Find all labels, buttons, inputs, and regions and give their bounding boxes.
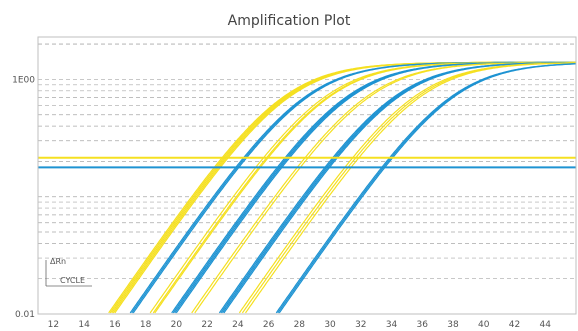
x-tick-label: 16 — [109, 320, 121, 330]
amplification-curve-blue — [175, 61, 576, 314]
x-tick-label: 26 — [263, 320, 275, 330]
amplification-curve-blue — [223, 62, 576, 314]
y-tick-label: 0.01 — [15, 310, 35, 320]
amplification-curve-blue — [218, 62, 576, 314]
x-tick-label: 30 — [324, 320, 336, 330]
x-tick-label: 32 — [355, 320, 366, 330]
amplification-curve-blue — [171, 61, 576, 314]
x-tick-label: 42 — [509, 320, 520, 330]
x-tick-label: 20 — [171, 320, 183, 330]
amplification-curve-blue — [275, 63, 577, 314]
threshold-lines — [38, 156, 576, 169]
axis-legend-x-label: CYCLE — [60, 276, 85, 285]
amplification-curves — [108, 61, 577, 314]
x-tick-label: 44 — [540, 320, 552, 330]
amplification-curve-blue — [278, 63, 577, 314]
x-tick-label: 36 — [417, 320, 429, 330]
plot-frame — [37, 36, 577, 315]
amplification-curve-blue — [222, 62, 576, 314]
amplification-curve-yellow — [194, 61, 576, 314]
x-tick-label: 34 — [386, 320, 398, 330]
amplification-curve-yellow — [245, 62, 576, 314]
amplification-curve-blue — [172, 61, 576, 314]
amplification-curve-blue — [174, 61, 576, 314]
y-tick-label: 1E00 — [12, 75, 35, 85]
y-axis-ticks: 1E00 0.01 — [12, 75, 35, 320]
x-tick-label: 28 — [294, 320, 306, 330]
x-tick-label: 40 — [478, 320, 490, 330]
x-tick-label: 12 — [48, 320, 59, 330]
amplification-curve-blue — [220, 62, 576, 314]
amplification-curve-yellow — [238, 62, 576, 314]
axis-legend: ΔRn CYCLE — [45, 257, 92, 287]
x-axis-ticks: 12 14 16 18 20 22 24 26 28 30 32 34 36 38 40 42 44 — [48, 320, 552, 330]
x-tick-label: 18 — [140, 320, 152, 330]
axis-legend-y-label: ΔRn — [50, 257, 66, 266]
chart-title: Amplification Plot — [228, 13, 351, 29]
x-tick-label: 24 — [232, 320, 244, 330]
x-tick-label: 14 — [78, 320, 90, 330]
x-tick-label: 38 — [447, 320, 459, 330]
x-tick-label: 22 — [201, 320, 212, 330]
amplification-curve-blue — [129, 61, 576, 314]
